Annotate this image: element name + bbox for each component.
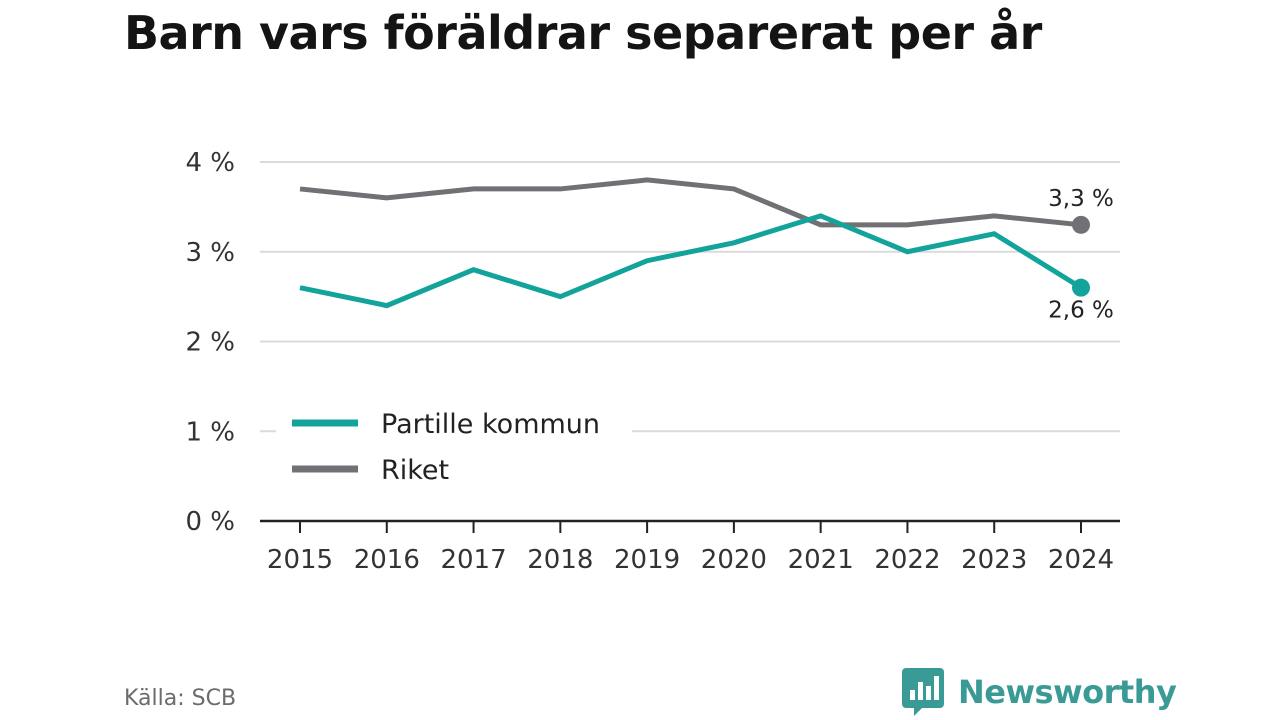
x-tick-label: 2020 [701,545,767,575]
series-end-marker [1072,278,1090,297]
y-tick-label: 4 % [185,148,235,178]
x-tick-label: 2021 [788,545,854,575]
x-tick-label: 2024 [1048,545,1114,575]
x-tick-label: 2022 [874,545,940,575]
y-tick-label: 3 % [185,238,235,268]
source-note: Källa: SCB [124,686,237,711]
x-tick-label: 2017 [440,545,506,575]
series-end-label: 3,3 % [1048,186,1114,212]
legend-label: Riket [381,455,449,486]
series-line-riket [299,177,1082,228]
brand-logo: Newsworthy [902,668,1177,716]
x-tick-label: 2015 [267,545,333,575]
chart-title: Barn vars föräldrar separerat per år [124,6,1042,60]
label-layer: 3,3 % 2,6 % [1048,186,1114,324]
brand-name: Newsworthy [958,673,1177,711]
y-tick-label: 2 % [185,328,235,358]
legend-background [276,400,632,496]
x-tick-label: 2018 [527,545,593,575]
grid-layer [260,161,1120,433]
x-tick-label: 2019 [614,545,680,575]
y-tick-label: 1 % [185,417,235,447]
y-tick-label: 0 % [185,507,235,537]
bar-chart-bubble-icon [902,668,944,716]
series-line-partille-kommun [299,213,1083,309]
series-end-marker [1072,215,1090,234]
series-layer [299,177,1090,309]
x-tick-label: 2016 [354,545,420,575]
legend: Partille kommun Riket [276,400,632,496]
axis-layer: 0 % 1 % 2 % 3 % 4 % 2015 2016 2017 2018 2019 2020 2… [185,148,1120,575]
legend-label: Partille kommun [381,409,600,440]
x-tick-label: 2023 [961,545,1027,575]
series-end-label: 2,6 % [1048,298,1114,324]
